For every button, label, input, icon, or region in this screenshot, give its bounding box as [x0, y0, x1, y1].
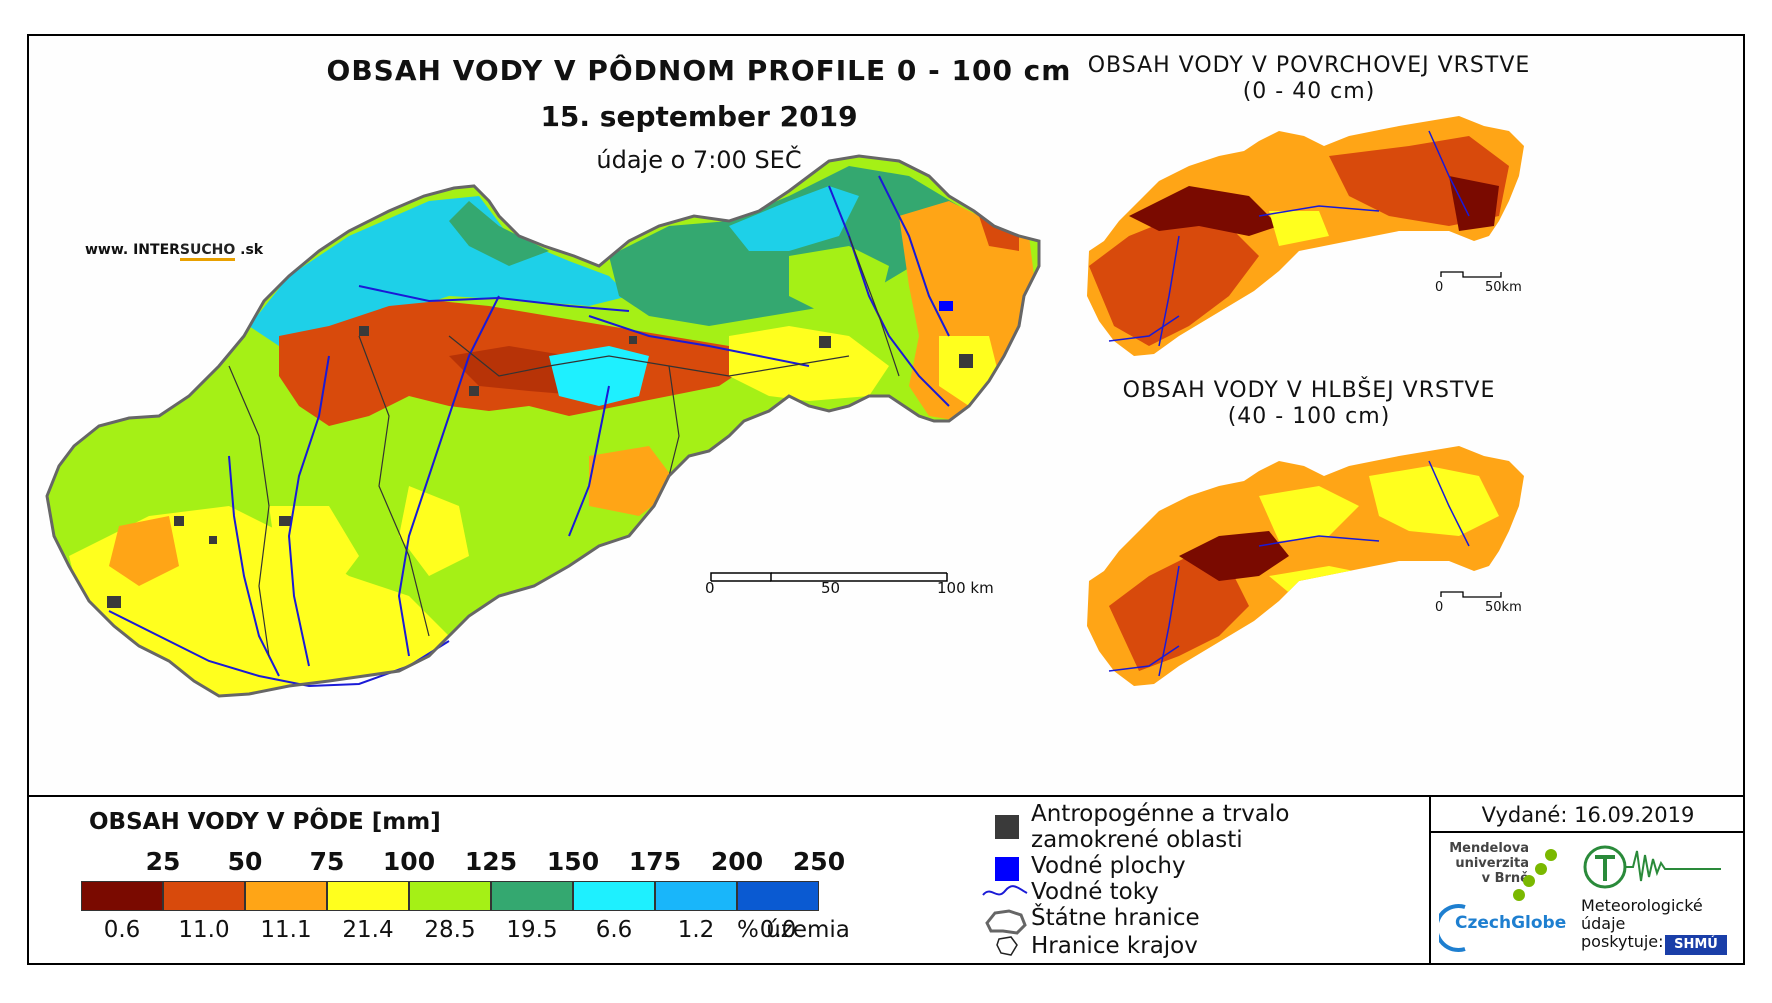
legend-class-bound: 200 — [710, 847, 764, 876]
legend-swatch — [163, 881, 245, 911]
legend-percent: 1.2 — [677, 917, 715, 943]
inset-surface-fill — [1087, 116, 1524, 356]
mendel-university-logo-text: Mendelova univerzita v Brně — [1449, 841, 1529, 886]
inset-surface-title-line2: (0 - 40 cm) — [1242, 79, 1376, 104]
watermark-brand: SUCHO — [179, 242, 236, 261]
mendel-dots-icon — [1513, 849, 1557, 901]
region-border-symbol — [996, 936, 1018, 956]
legend-percent: 0.0 — [759, 917, 797, 943]
legend-class-bound: 125 — [464, 847, 518, 876]
inset-surface-title-line1: OBSAH VODY V POVRCHOVEJ VRSTVE — [1087, 53, 1531, 78]
legend-percent: 11.1 — [260, 917, 312, 943]
issued-date: Vydané: 16.09.2019 — [1431, 803, 1745, 833]
map-date: 15. september 2019 — [540, 100, 858, 133]
inset-deep-fill — [1087, 446, 1524, 686]
main-scale-label-50: 50 — [821, 579, 841, 597]
main-scale-label-0: 0 — [705, 579, 715, 597]
inset-surface-scale-0: 0 — [1435, 280, 1444, 295]
legend-swatch — [655, 881, 737, 911]
legend-swatch — [245, 881, 327, 911]
legend-swatch — [327, 881, 409, 911]
legend-title: OBSAH VODY V PÔDE [mm] — [89, 809, 441, 835]
legend-swatch — [573, 881, 655, 911]
map-panel: OBSAH VODY V PÔDNOM PROFILE 0 - 100 cm 1… — [29, 36, 1743, 793]
legend-class-bound: 175 — [628, 847, 682, 876]
legend-class-bound: 150 — [546, 847, 600, 876]
shmu-logo: SHMÚ — [1665, 935, 1727, 955]
legend-swatch — [81, 881, 163, 911]
legend-swatch — [737, 881, 819, 911]
water-body-label: Vodné plochy — [1031, 853, 1186, 879]
map-title: OBSAH VODY V PÔDNOM PROFILE 0 - 100 cm — [326, 54, 1072, 87]
region-border-label: Hranice krajov — [1031, 933, 1198, 959]
percent-unit: % územia — [737, 917, 850, 943]
legend-class-bound: 75 — [309, 847, 345, 876]
geophysics-institute-logo — [1583, 845, 1721, 889]
legend-class-bound: 25 — [145, 847, 181, 876]
legend-percent: 19.5 — [506, 917, 558, 943]
inset-deep-rivers — [1108, 460, 1470, 677]
intersucho-watermark: www. INTERSUCHO .sk — [85, 242, 263, 261]
legend-swatch — [491, 881, 573, 911]
region-borders — [228, 235, 900, 657]
anthropogenic-label-2: zamokrené oblasti — [1031, 827, 1243, 853]
inset-deep-title-line2: (40 - 100 cm) — [1227, 404, 1391, 429]
anthropogenic-label-1: Antropogénne a trvalo — [1031, 801, 1290, 827]
inset-surface-scale-50: 50km — [1485, 280, 1522, 295]
map-frame: OBSAH VODY V PÔDNOM PROFILE 0 - 100 cm 1… — [27, 34, 1745, 965]
inset-surface-rivers — [1108, 130, 1470, 347]
issued-box: Vydané: 16.09.2019 Mendelova univerzita … — [1429, 797, 1745, 963]
rivers-label: Vodné toky — [1031, 879, 1159, 905]
inset-surface-scale-bar — [1440, 271, 1502, 278]
main-map-fill — [47, 156, 1039, 696]
legend-percent: 11.0 — [178, 917, 230, 943]
line-symbols — [982, 885, 1028, 956]
inset-deep-scale-50: 50km — [1485, 600, 1522, 615]
river-symbol — [982, 885, 1028, 896]
main-scale-bar — [710, 572, 948, 582]
legend-class-bound: 250 — [792, 847, 846, 876]
water-body — [939, 301, 953, 311]
water-body-swatch — [995, 857, 1019, 881]
czechglobe-logo: CzechGlobe — [1455, 913, 1567, 933]
legend-swatch — [409, 881, 491, 911]
legend-percent: 0.6 — [103, 917, 141, 943]
legend-panel: OBSAH VODY V PÔDE [mm] 0.6 11.0 25 11.1 50 21… — [29, 795, 1745, 965]
legend-class-bound: 50 — [227, 847, 263, 876]
legend-class-bound: 100 — [382, 847, 436, 876]
inset-deep-title-line1: OBSAH VODY V HLBŠEJ VRSTVE — [1122, 378, 1496, 403]
legend-percent: 6.6 — [595, 917, 633, 943]
main-soil-water-map — [45, 116, 1524, 698]
legend-percent: 28.5 — [424, 917, 476, 943]
inset-deep-scale-bar — [1440, 591, 1502, 598]
meteo-provider-text: Meteorologické údaje poskytuje: — [1581, 896, 1703, 951]
main-scale-label-100: 100 km — [937, 579, 994, 597]
legend-percent: 21.4 — [342, 917, 394, 943]
state-border-label: Štátne hranice — [1031, 905, 1200, 931]
time-note: údaje o 7:00 SEČ — [596, 146, 802, 174]
czechglobe-arc-icon — [1439, 904, 1466, 952]
state-border-symbol — [985, 909, 1027, 935]
inset-deep-scale-0: 0 — [1435, 600, 1444, 615]
anthropogenic-swatch — [995, 815, 1019, 839]
